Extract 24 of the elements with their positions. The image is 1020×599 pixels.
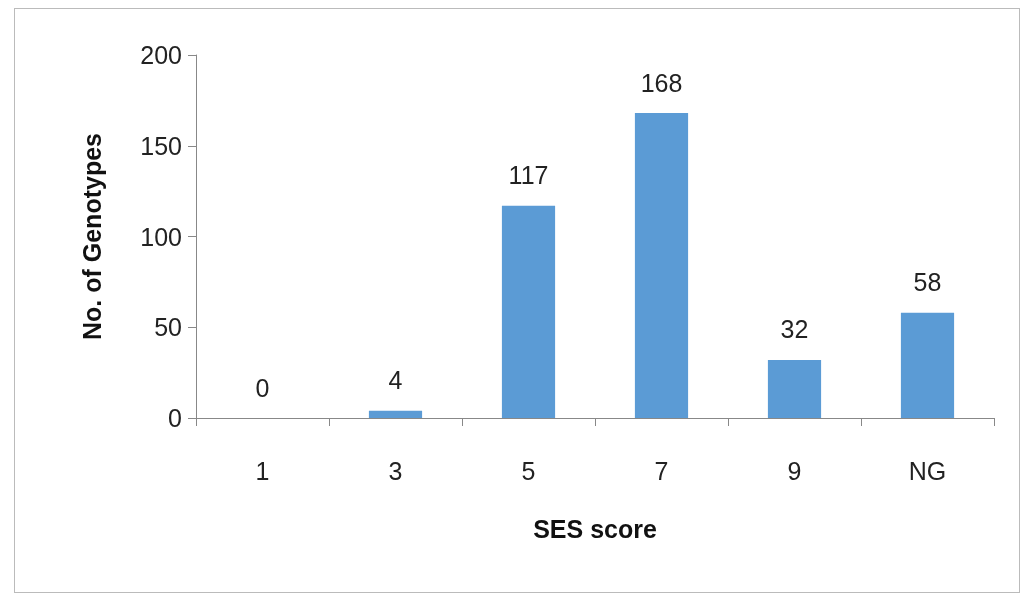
x-tick-label: 7 xyxy=(654,456,669,485)
x-tick-label: 1 xyxy=(255,456,270,485)
x-tick-label: 5 xyxy=(521,456,536,485)
y-tick-label: 150 xyxy=(140,131,182,160)
data-label: 117 xyxy=(508,161,549,190)
data-label: 32 xyxy=(780,315,809,344)
data-label: 0 xyxy=(255,373,270,402)
bar xyxy=(767,359,822,418)
bar xyxy=(501,205,556,418)
bar xyxy=(368,410,423,418)
y-axis-title: No. of Genotypes xyxy=(77,133,106,340)
x-tick-label: 3 xyxy=(388,456,403,485)
bar xyxy=(634,113,689,418)
bar xyxy=(900,312,955,418)
data-label: 4 xyxy=(388,366,403,395)
data-label: 58 xyxy=(913,268,942,297)
y-tick-label: 50 xyxy=(154,313,182,342)
y-tick-label: 100 xyxy=(140,222,182,251)
y-tick-label: 200 xyxy=(140,41,182,69)
x-tick-label: 9 xyxy=(787,456,802,485)
x-tick-label: NG xyxy=(908,456,947,485)
y-tick-label: 0 xyxy=(168,404,182,432)
data-label: 168 xyxy=(640,68,683,97)
x-axis-title: SES score xyxy=(533,514,657,543)
